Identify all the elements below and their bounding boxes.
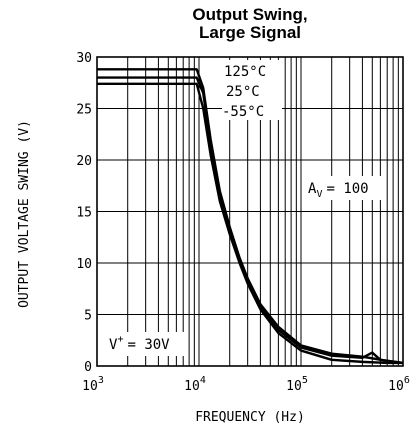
x-tick-exponent: 5 xyxy=(302,375,308,386)
gain-label-base: A xyxy=(308,181,317,197)
supply-label: V+ = 30V xyxy=(109,334,170,353)
y-tick-label: 20 xyxy=(76,154,92,169)
temp-label-bg xyxy=(222,60,282,120)
temp-label-minus55: -55°C xyxy=(222,104,264,120)
data-curves xyxy=(97,68,404,365)
x-tick-exponent: 3 xyxy=(98,375,104,386)
supply-label-bg xyxy=(106,332,184,356)
supply-label-sup: + xyxy=(117,334,123,345)
x-tick-label: 103 xyxy=(82,375,104,394)
chart-title-line-1: Output Swing, xyxy=(192,5,307,24)
y-tick-label: 25 xyxy=(76,103,92,118)
temp-label-25: 25°C xyxy=(226,84,260,100)
x-tick-label: 105 xyxy=(286,375,308,394)
y-axis-label: OUTPUT VOLTAGE SWING (V) xyxy=(17,120,32,308)
x-axis-label: FREQUENCY (Hz) xyxy=(195,410,305,425)
x-tick-base: 10 xyxy=(286,379,302,394)
y-tick-label: 5 xyxy=(84,309,92,324)
y-tick-label: 30 xyxy=(76,51,92,66)
y-tick-label: 0 xyxy=(84,360,92,375)
x-tick-labels: 103 104 105 106 xyxy=(82,375,410,394)
x-tick-label: 104 xyxy=(184,375,206,394)
y-tick-label: 10 xyxy=(76,257,92,272)
gain-label-value: = 100 xyxy=(326,181,368,197)
plot-frame xyxy=(96,56,404,367)
gain-label-sub: V xyxy=(316,189,322,200)
supply-label-base: V xyxy=(109,337,118,353)
supply-label-value: = 30V xyxy=(127,337,170,353)
x-tick-exponent: 4 xyxy=(200,375,206,386)
gain-label: AV = 100 xyxy=(308,181,369,200)
x-tick-base: 10 xyxy=(82,379,98,394)
series-line xyxy=(97,82,403,365)
y-tick-labels: 0 5 10 15 20 25 30 xyxy=(76,51,92,375)
chart-title: Output Swing, Large Signal xyxy=(192,5,307,42)
chart-title-line-2: Large Signal xyxy=(199,23,301,42)
x-tick-base: 10 xyxy=(388,379,404,394)
x-tick-exponent: 6 xyxy=(404,375,410,386)
x-tick-label: 106 xyxy=(388,375,410,394)
gain-label-bg xyxy=(304,176,382,200)
annotations: 125°C 25°C -55°C AV = 100 V+ = 30V xyxy=(106,60,382,356)
x-tick-base: 10 xyxy=(184,379,200,394)
series-line xyxy=(97,76,404,365)
y-tick-label: 15 xyxy=(76,206,92,221)
temp-label-125: 125°C xyxy=(224,64,266,80)
